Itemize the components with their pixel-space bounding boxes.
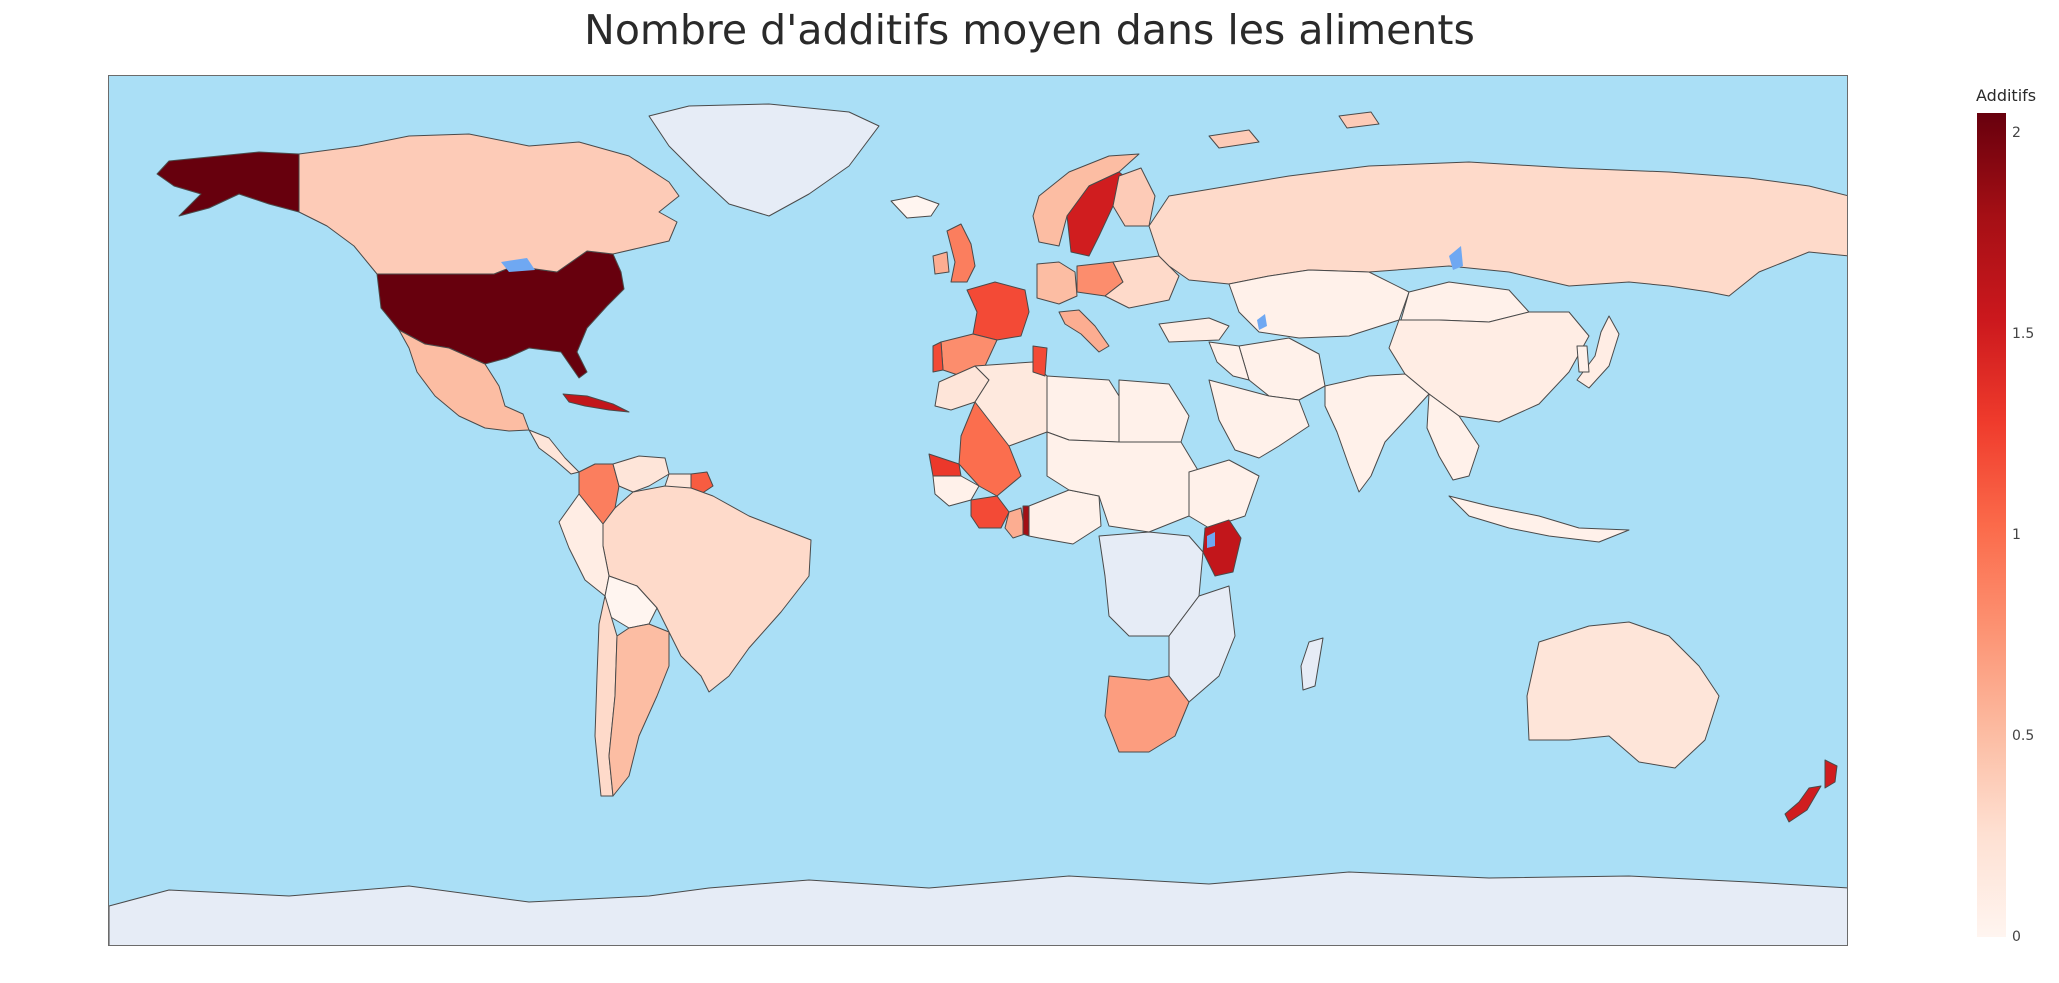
colorbar-tick-label: 0.5 [2012,728,2035,745]
region-mali[interactable] [958,401,1022,497]
region-germany[interactable] [1036,261,1078,305]
lake-caspian [1257,314,1267,330]
map-area[interactable] [108,75,1848,946]
region-indonesia[interactable] [1448,495,1630,543]
region-france[interactable] [966,281,1030,341]
region-libya[interactable] [1046,375,1120,443]
region-turkey[interactable] [1158,317,1230,343]
region-svalbard-arctic-islands[interactable] [1208,111,1380,149]
region-central-africa[interactable] [1046,431,1200,533]
region-iceland[interactable] [890,195,940,219]
colorbar-title: Additifs [1976,86,2037,105]
region-india[interactable] [1324,373,1430,493]
region-alaska[interactable] [156,151,300,217]
region-ireland[interactable] [932,251,950,275]
region-antarctica[interactable] [109,871,1848,946]
lake-baikal [1449,246,1463,270]
region-united-kingdom[interactable] [946,223,976,283]
region-argentina[interactable] [608,623,670,797]
region-new-zealand[interactable] [1784,759,1838,823]
region-ghana[interactable] [1004,507,1026,539]
region-australia[interactable] [1526,621,1720,769]
region-southeast-asia[interactable] [1426,393,1480,481]
region-togo[interactable] [1022,505,1030,537]
lake-great-lakes [501,258,535,272]
region-cuba[interactable] [562,393,630,413]
lake-victoria [1207,532,1215,548]
region-ivory-coast[interactable] [970,495,1010,529]
region-tunisia[interactable] [1032,345,1048,377]
colorbar-tick-label: 1 [2012,527,2021,544]
region-iran[interactable] [1238,337,1326,401]
colorbar-tick-label: 1.5 [2012,326,2035,343]
region-south-africa[interactable] [1104,675,1190,753]
region-korea[interactable] [1576,345,1590,373]
region-saudi-arabia[interactable] [1208,379,1310,459]
world-choropleth-map[interactable] [109,76,1848,946]
region-central-america[interactable] [528,429,580,475]
region-italy[interactable] [1058,309,1110,353]
region-greenland[interactable] [648,103,880,217]
region-portugal[interactable] [932,341,944,373]
colorbar [1977,113,2006,937]
colorbar-tick-label: 0 [2012,929,2021,945]
region-ethiopia[interactable] [1188,459,1260,529]
colorbar-tick-label: 2 [2012,125,2021,142]
region-middle-east[interactable] [1208,341,1250,381]
region-madagascar[interactable] [1300,637,1324,691]
map-title: Nombre d'additifs moyen dans les aliment… [584,6,1475,54]
region-venezuela[interactable] [612,455,670,493]
region-canada[interactable] [298,133,680,275]
region-east-africa-south[interactable] [1168,585,1236,703]
